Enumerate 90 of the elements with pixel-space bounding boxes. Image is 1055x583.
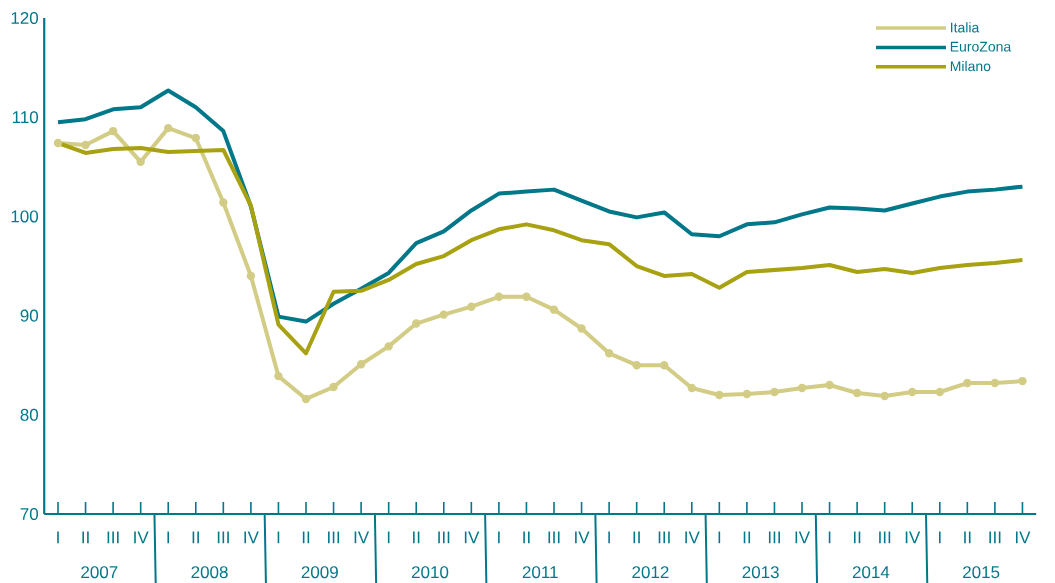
x-tick-label: II <box>82 531 89 544</box>
x-tick-label: III <box>658 531 670 544</box>
text: 2007 <box>81 566 118 579</box>
x-tick-label: I <box>498 531 500 544</box>
x-tick-label: I <box>277 531 280 544</box>
x-tick-label: II <box>743 531 751 544</box>
point <box>53 138 63 148</box>
point <box>908 387 917 397</box>
point <box>660 361 669 370</box>
text: 2011 <box>522 566 558 579</box>
point <box>522 292 531 301</box>
text: 2012 <box>632 566 669 579</box>
x-tick-label: III <box>328 531 340 544</box>
text: 2015 <box>963 566 1000 579</box>
y-tick-label: 70 <box>20 507 39 521</box>
x-tick-label: III <box>989 531 1001 544</box>
point <box>1018 376 1027 386</box>
x-tick-label: III <box>107 531 119 544</box>
x-tick-label: III <box>879 531 891 544</box>
y-tick-label: 90 <box>20 309 39 322</box>
point <box>356 360 366 369</box>
x-tick-label: IV <box>134 531 149 544</box>
legend-label: Milano <box>950 60 991 72</box>
point <box>384 342 393 351</box>
x-tick-label: I <box>608 531 610 544</box>
x-tick-label: III <box>768 531 780 544</box>
legend-label: EuroZona <box>950 41 1012 52</box>
x-tick-label: IV <box>795 531 810 544</box>
point <box>329 382 338 392</box>
x-tick-label: I <box>718 531 721 544</box>
x-tick-label: IV <box>1015 531 1031 544</box>
point <box>439 310 448 319</box>
x-tick-label: III <box>438 531 450 544</box>
point <box>577 324 586 333</box>
x-tick-label: II <box>413 531 420 544</box>
text: 2013 <box>742 566 779 579</box>
x-tick-label: III <box>217 531 229 544</box>
x-tick-label: IV <box>905 531 921 544</box>
point <box>549 305 559 314</box>
point <box>219 198 228 207</box>
point <box>880 391 889 401</box>
x-tick-label: IV <box>575 531 590 544</box>
point <box>687 383 696 393</box>
point <box>825 380 834 390</box>
x-tick-label: II <box>964 531 971 544</box>
x-tick-label: IV <box>464 531 480 544</box>
x-tick-label: I <box>167 531 170 544</box>
y-tick-label: 100 <box>11 210 39 223</box>
point <box>191 133 200 143</box>
point <box>715 390 724 400</box>
point <box>990 378 1000 388</box>
x-tick-label: II <box>523 531 530 544</box>
point <box>108 126 118 136</box>
point <box>742 389 752 399</box>
point <box>412 319 421 328</box>
legend-label: Italia <box>951 22 980 33</box>
point <box>246 271 256 281</box>
x-tick-label: I <box>828 531 831 544</box>
x-tick-label: IV <box>354 531 370 544</box>
x-tick-label: II <box>633 531 640 544</box>
point <box>797 383 807 393</box>
x-tick-label: II <box>853 531 861 544</box>
point <box>852 388 862 398</box>
x-tick-label: I <box>387 531 390 544</box>
point <box>494 292 504 301</box>
x-tick-label: II <box>192 531 199 544</box>
point <box>301 394 311 404</box>
point <box>274 371 283 381</box>
point <box>164 123 173 133</box>
point <box>136 157 145 167</box>
text: 2009 <box>301 566 338 579</box>
point <box>770 387 779 397</box>
x-tick-label: I <box>938 531 941 544</box>
point <box>467 302 476 311</box>
point <box>935 387 944 397</box>
text: 2010 <box>411 566 449 579</box>
point <box>81 140 90 150</box>
y-tick-label: 120 <box>11 11 39 25</box>
point <box>604 349 614 358</box>
x-tick-label: II <box>302 531 310 544</box>
x-tick-label: IV <box>685 531 700 544</box>
x-tick-label: I <box>57 531 59 544</box>
text: 2014 <box>852 566 890 579</box>
point <box>963 378 972 388</box>
point <box>632 361 641 370</box>
y-tick-label: 80 <box>20 408 39 421</box>
x-tick-label: IV <box>244 531 259 544</box>
text: 2008 <box>191 566 228 579</box>
y-tick-label: 110 <box>12 111 39 124</box>
x-tick-label: III <box>548 531 560 544</box>
